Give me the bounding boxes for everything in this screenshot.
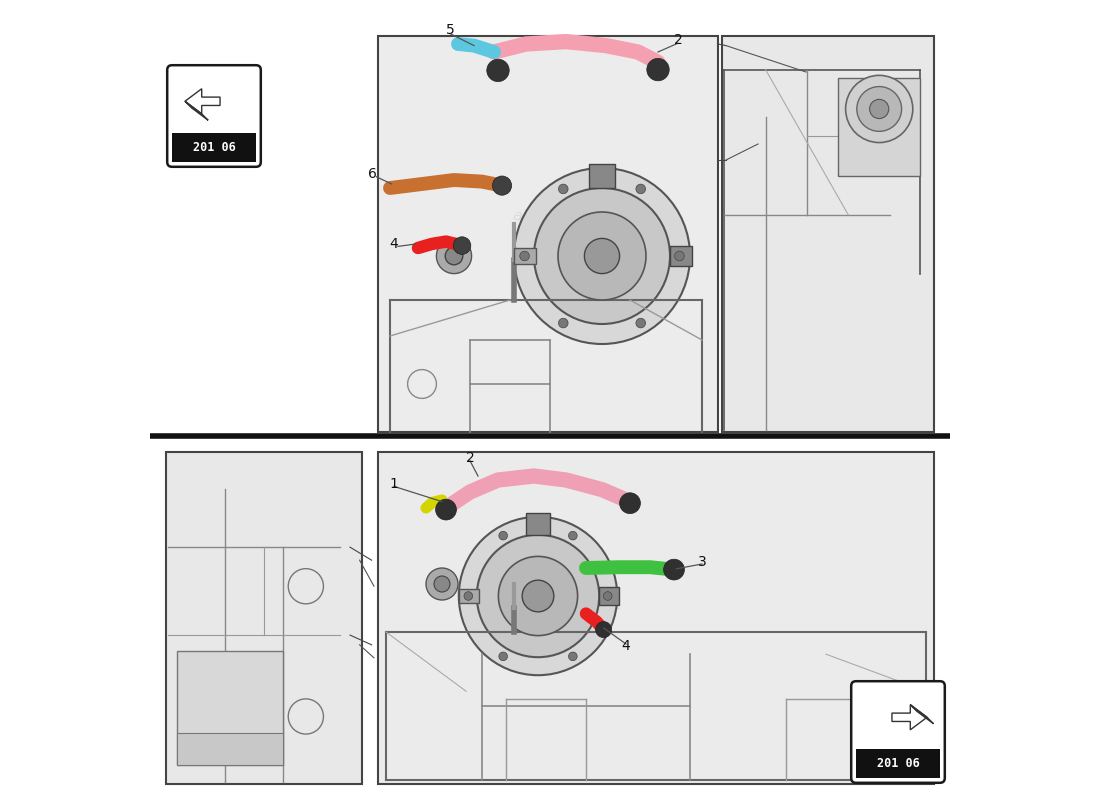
Circle shape	[636, 318, 646, 328]
Circle shape	[595, 622, 612, 638]
Circle shape	[857, 86, 902, 131]
Circle shape	[846, 75, 913, 142]
Bar	[177, 733, 283, 766]
Text: 5: 5	[446, 23, 454, 38]
Circle shape	[434, 576, 450, 592]
Circle shape	[487, 59, 509, 82]
Text: 2: 2	[673, 33, 682, 47]
Circle shape	[569, 652, 578, 661]
Circle shape	[498, 557, 578, 635]
Circle shape	[619, 493, 640, 514]
Circle shape	[446, 247, 463, 265]
Circle shape	[559, 318, 568, 328]
Circle shape	[558, 212, 646, 300]
Bar	[856, 749, 940, 778]
Circle shape	[514, 168, 690, 344]
Circle shape	[476, 534, 600, 658]
Circle shape	[559, 184, 568, 194]
Circle shape	[534, 188, 670, 324]
Polygon shape	[185, 89, 220, 114]
Text: 201 06: 201 06	[192, 141, 235, 154]
Bar	[670, 246, 692, 266]
Bar	[459, 589, 478, 603]
Polygon shape	[185, 102, 208, 120]
Text: a zParts direct: a zParts direct	[512, 572, 620, 620]
Circle shape	[522, 580, 553, 612]
Text: 2: 2	[465, 450, 474, 465]
Circle shape	[464, 592, 473, 600]
Bar	[378, 36, 718, 432]
Bar	[527, 514, 550, 534]
Bar	[514, 248, 537, 264]
Polygon shape	[911, 705, 934, 724]
Circle shape	[636, 184, 646, 194]
Text: a zParts direct: a zParts direct	[512, 208, 620, 256]
Bar	[600, 587, 619, 605]
Bar	[177, 651, 283, 766]
Bar	[590, 164, 615, 188]
Circle shape	[663, 559, 684, 580]
Bar	[172, 133, 256, 162]
Circle shape	[459, 517, 617, 675]
Text: 6: 6	[368, 167, 377, 182]
FancyBboxPatch shape	[851, 681, 945, 782]
Circle shape	[498, 652, 507, 661]
Text: 201 06: 201 06	[877, 757, 920, 770]
Circle shape	[674, 251, 684, 261]
Text: 1: 1	[389, 477, 398, 491]
Circle shape	[493, 176, 512, 195]
Circle shape	[647, 58, 669, 81]
FancyBboxPatch shape	[167, 66, 261, 167]
Circle shape	[569, 531, 578, 540]
Circle shape	[870, 99, 889, 118]
Circle shape	[453, 237, 471, 254]
Bar	[378, 452, 934, 784]
Polygon shape	[892, 705, 927, 730]
Circle shape	[584, 238, 619, 274]
Circle shape	[604, 592, 612, 600]
Circle shape	[498, 531, 507, 540]
Circle shape	[426, 568, 458, 600]
Text: 4: 4	[621, 638, 630, 653]
Text: 3: 3	[697, 554, 706, 569]
Bar	[722, 36, 934, 432]
Bar	[166, 452, 362, 784]
Bar	[838, 78, 921, 176]
Circle shape	[436, 499, 456, 520]
Text: 4: 4	[389, 237, 398, 251]
Circle shape	[437, 238, 472, 274]
Circle shape	[520, 251, 529, 261]
